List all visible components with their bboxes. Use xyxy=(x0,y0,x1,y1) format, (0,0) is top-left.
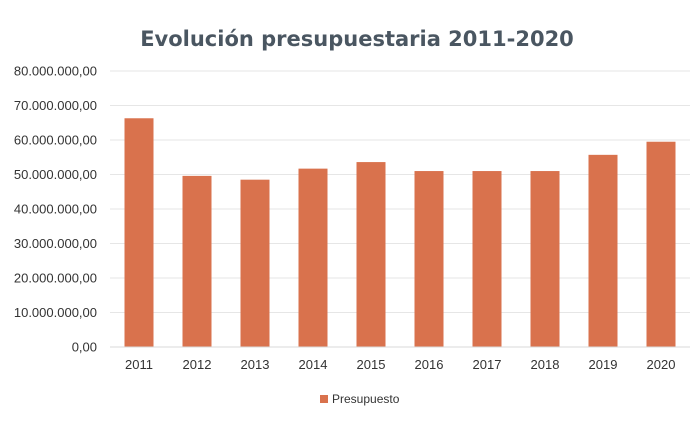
x-tick-label: 2016 xyxy=(415,357,444,372)
bar-2016 xyxy=(414,171,444,347)
x-tick-label: 2014 xyxy=(299,357,328,372)
legend-swatch-presupuesto xyxy=(320,395,328,403)
y-tick-label: 40.000.000,00 xyxy=(14,202,97,217)
x-tick-label: 2013 xyxy=(241,357,270,372)
x-tick-label: 2015 xyxy=(357,357,386,372)
bar-2014 xyxy=(298,168,328,347)
bar-2019 xyxy=(588,154,618,347)
x-tick-label: 2012 xyxy=(183,357,212,372)
legend: Presupuesto xyxy=(320,392,400,406)
y-tick-label: 10.000.000,00 xyxy=(14,305,97,320)
bar-2013 xyxy=(240,179,270,347)
y-axis-tick-labels: 0,00 10.000.000,00 20.000.000,00 30.000.000… xyxy=(14,64,97,355)
bar-2018 xyxy=(530,171,560,347)
x-tick-label: 2019 xyxy=(589,357,618,372)
bars xyxy=(124,118,676,347)
x-tick-label: 2017 xyxy=(473,357,502,372)
legend-label-presupuesto: Presupuesto xyxy=(332,392,400,406)
y-tick-label: 50.000.000,00 xyxy=(14,167,97,182)
bar-2011 xyxy=(124,118,154,347)
bar-2020 xyxy=(646,141,676,347)
x-axis-tick-labels: 2011 2012 2013 2014 2015 2016 2017 2018 2019 2020 xyxy=(125,357,675,372)
bar-2012 xyxy=(182,175,212,347)
chart-title: Evolución presupuestaria 2011-2020 xyxy=(140,27,574,51)
y-tick-label: 80.000.000,00 xyxy=(14,64,97,79)
y-tick-label: 30.000.000,00 xyxy=(14,236,97,251)
bar-2017 xyxy=(472,171,502,347)
y-tick-label: 70.000.000,00 xyxy=(14,98,97,113)
y-tick-label: 20.000.000,00 xyxy=(14,271,97,286)
x-tick-label: 2011 xyxy=(125,357,153,372)
x-tick-label: 2020 xyxy=(647,357,676,372)
y-tick-label: 0,00 xyxy=(72,340,97,355)
bar-2015 xyxy=(356,162,386,347)
x-tick-label: 2018 xyxy=(531,357,560,372)
y-tick-label: 60.000.000,00 xyxy=(14,133,97,148)
